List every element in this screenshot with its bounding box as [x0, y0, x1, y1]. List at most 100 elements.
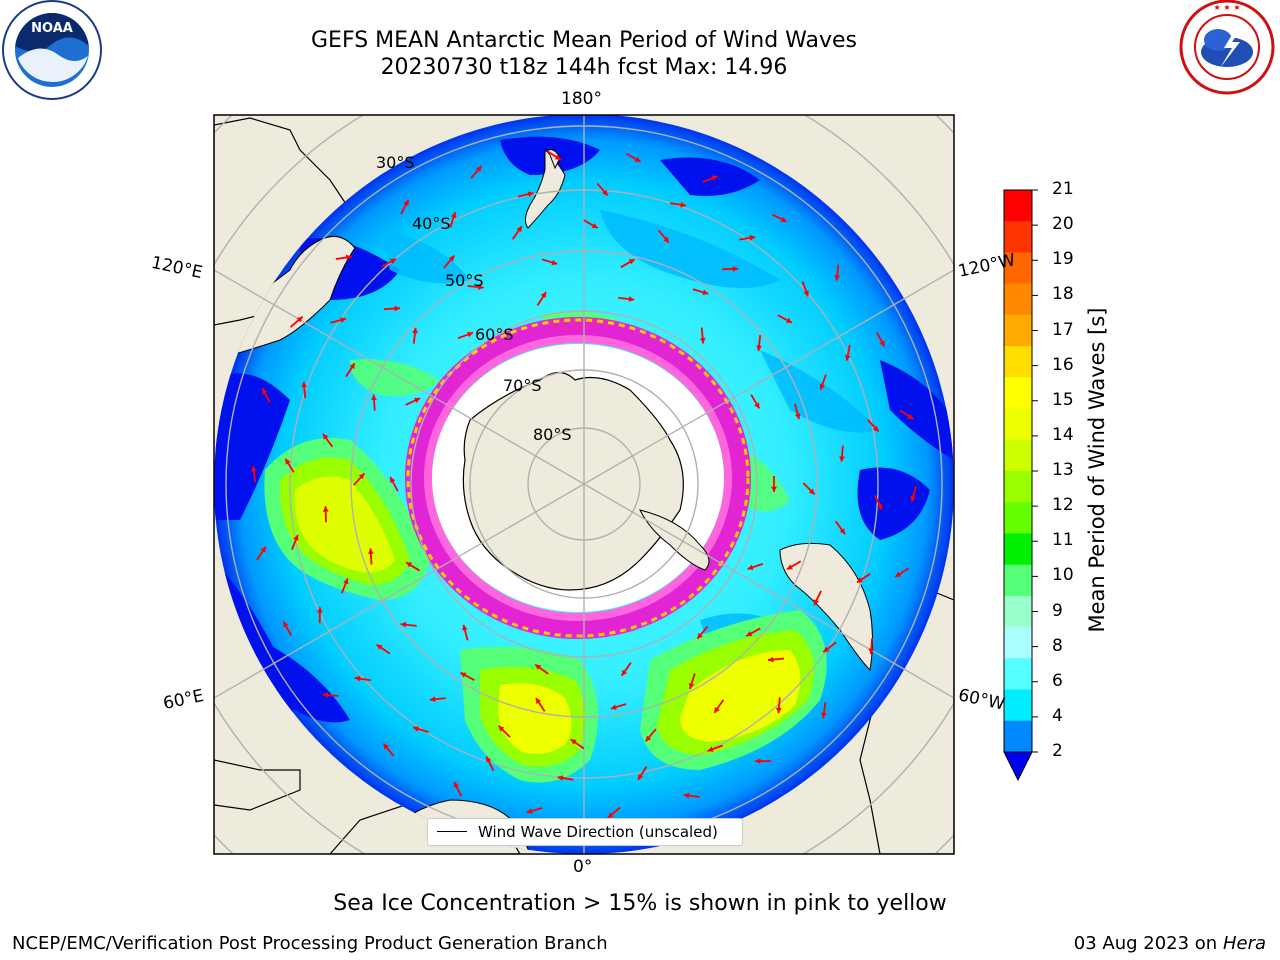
- colorbar-tick-label: 21: [1052, 179, 1074, 199]
- wave-direction-arrowhead: [872, 425, 879, 432]
- wave-direction-arrowhead: [371, 394, 377, 401]
- wave-direction-arrowhead: [749, 235, 756, 241]
- wave-direction-arrowhead: [322, 692, 329, 698]
- wave-direction-arrowhead: [844, 355, 851, 361]
- wave-direction-arrowhead: [808, 488, 815, 495]
- wave-direction-arrowhead: [645, 735, 652, 742]
- colorbar-tick-label: 20: [1052, 214, 1074, 235]
- wave-direction-arrowhead: [460, 672, 467, 678]
- colorbar-segment: [1004, 439, 1032, 472]
- colorbar-tick-label: 17: [1052, 319, 1074, 340]
- wave-direction-arrowhead: [688, 682, 695, 689]
- lat-label-30s: 30°S: [376, 153, 415, 172]
- wave-direction-arrowhead: [907, 413, 914, 419]
- wave-direction-arrowhead: [316, 607, 323, 613]
- colorbar-segment: [1004, 190, 1032, 222]
- wave-direction-arrowhead: [821, 712, 827, 719]
- wave-direction-arrowhead: [786, 564, 793, 570]
- colorbar-segment: [1004, 720, 1032, 753]
- wave-direction-arrowhead: [602, 189, 608, 196]
- wave-direction-arrowhead: [323, 433, 329, 440]
- wave-direction-arrowhead: [429, 696, 436, 703]
- wave-direction-arrowhead: [462, 624, 468, 631]
- map-legend: Wind Wave Direction (unscaled): [427, 818, 743, 846]
- colorbar-segment: [1004, 595, 1032, 628]
- wave-direction-arrowhead: [285, 458, 291, 465]
- wave-direction-arrowhead: [570, 739, 577, 745]
- wave-direction-arrowhead: [776, 707, 782, 714]
- wave-direction-arrowhead: [301, 381, 307, 388]
- wave-direction-arrowhead: [680, 202, 686, 208]
- wave-direction-arrowhead: [714, 706, 720, 713]
- colorbar-tick-label: 11: [1052, 530, 1074, 551]
- wave-direction-arrowhead: [535, 664, 542, 670]
- wave-direction-arrowhead: [607, 812, 614, 818]
- colorbar-segment: [1004, 346, 1032, 378]
- wave-direction-arrowhead: [475, 166, 482, 172]
- nws-logo-icon: ★ ★ ★: [1179, 0, 1275, 95]
- legend-label: Wind Wave Direction (unscaled): [478, 823, 718, 841]
- colorbar-tick-label: 13: [1052, 460, 1074, 480]
- colorbar-tick-label: 10: [1052, 565, 1074, 586]
- wave-direction-arrowhead: [591, 223, 598, 229]
- colorbar-tick-label: 15: [1052, 389, 1074, 410]
- wave-direction-arrowhead: [262, 388, 268, 395]
- longitude-gridlines: [214, 115, 954, 854]
- wave-direction-arrowhead: [711, 175, 718, 181]
- wave-direction-arrowhead: [628, 259, 635, 265]
- lon-label-180: 180°: [561, 89, 602, 109]
- colorbar-segment: [1004, 502, 1032, 534]
- colorbar-segment: [1004, 221, 1032, 253]
- lat-label-50s: 50°S: [445, 271, 484, 290]
- colorbar-tick-label: 6: [1052, 670, 1063, 691]
- wave-direction-arrowhead: [697, 632, 703, 639]
- wave-direction-arrowhead: [526, 808, 533, 814]
- lat-label-60s: 60°S: [475, 325, 514, 344]
- wave-direction-arrowhead: [910, 495, 916, 502]
- colorbar-segment: [1004, 283, 1032, 316]
- wave-direction-arrowhead: [732, 266, 739, 272]
- wave-direction-arrowhead: [467, 331, 473, 338]
- wave-direction-arrowhead: [557, 775, 564, 781]
- wave-direction-arrowhead: [293, 534, 299, 541]
- colorbar-segment: [1004, 658, 1032, 691]
- wave-patch-southeast: [640, 610, 827, 770]
- wave-direction-arrowhead: [376, 644, 383, 650]
- wave-direction-arrowhead: [390, 477, 396, 483]
- wave-direction-arrowhead: [551, 259, 558, 266]
- wave-direction-arrowhead: [346, 254, 352, 261]
- wave-direction-arrowhead: [834, 275, 841, 281]
- legend-line-swatch: [437, 831, 467, 832]
- wave-direction-arrowhead: [349, 363, 355, 370]
- colorbar-tick-label: 16: [1052, 354, 1074, 375]
- wave-direction-arrowhead: [638, 773, 644, 780]
- colorbar-segment: [1004, 377, 1032, 410]
- wave-direction-arrowhead: [868, 648, 875, 654]
- wave-direction-arrowhead: [839, 456, 845, 462]
- wave-direction-arrowhead: [516, 226, 522, 233]
- wave-direction-arrowhead: [839, 528, 845, 535]
- colorbar-segment: [1004, 314, 1032, 347]
- wave-direction-arrowhead: [283, 621, 289, 628]
- wave-direction-arrowhead: [527, 191, 534, 197]
- wave-direction-arrowhead: [448, 255, 455, 262]
- wave-direction-arrowhead: [322, 506, 329, 512]
- lat-label-80s: 80°S: [533, 425, 572, 444]
- wave-direction-arrowhead: [486, 756, 492, 763]
- wave-direction-arrowhead: [412, 327, 418, 334]
- wave-direction-arrowhead: [707, 746, 714, 752]
- colorbar-tick-label: 2: [1052, 741, 1063, 761]
- colorbar-tick-label: 18: [1052, 284, 1074, 305]
- wave-direction-arrowhead: [368, 548, 374, 554]
- colorbar-tick-label: 8: [1052, 635, 1063, 656]
- wave-direction-arrowhead: [699, 337, 706, 344]
- wave-direction-arrowhead: [383, 743, 389, 750]
- wave-patch-south: [460, 646, 598, 783]
- wave-direction-arrowhead: [260, 546, 266, 553]
- wave-direction-arrowhead: [771, 486, 777, 492]
- chart-subtitle: 20230730 t18z 144h fcst Max: 14.96: [380, 55, 788, 80]
- wave-direction-arrowhead: [621, 669, 628, 676]
- footer-date: 03 Aug 2023 on Hera: [1074, 933, 1266, 954]
- wave-direction-arrowhead: [390, 258, 396, 264]
- wave-direction-arrowhead: [755, 758, 761, 764]
